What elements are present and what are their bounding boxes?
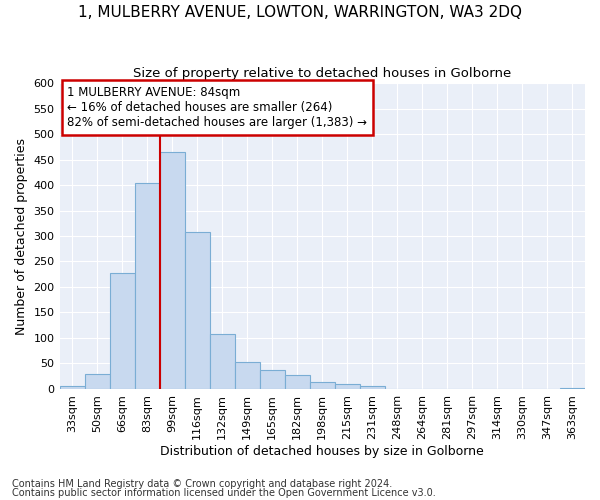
Bar [335, 384, 360, 389]
Bar [310, 382, 335, 389]
Bar [260, 370, 285, 389]
Bar [134, 184, 160, 389]
Bar [360, 386, 385, 389]
Text: Contains HM Land Registry data © Crown copyright and database right 2024.: Contains HM Land Registry data © Crown c… [12, 479, 392, 489]
Title: Size of property relative to detached houses in Golborne: Size of property relative to detached ho… [133, 68, 511, 80]
Y-axis label: Number of detached properties: Number of detached properties [15, 138, 28, 334]
Text: 1, MULBERRY AVENUE, LOWTON, WARRINGTON, WA3 2DQ: 1, MULBERRY AVENUE, LOWTON, WARRINGTON, … [78, 5, 522, 20]
Bar [235, 362, 260, 389]
Bar [185, 232, 209, 389]
Bar [59, 386, 85, 389]
Bar [110, 272, 134, 389]
Bar [285, 374, 310, 389]
X-axis label: Distribution of detached houses by size in Golborne: Distribution of detached houses by size … [160, 444, 484, 458]
Text: 1 MULBERRY AVENUE: 84sqm
← 16% of detached houses are smaller (264)
82% of semi-: 1 MULBERRY AVENUE: 84sqm ← 16% of detach… [67, 86, 367, 129]
Bar [560, 388, 585, 389]
Bar [160, 152, 185, 389]
Text: Contains public sector information licensed under the Open Government Licence v3: Contains public sector information licen… [12, 488, 436, 498]
Bar [209, 334, 235, 389]
Bar [85, 374, 110, 389]
